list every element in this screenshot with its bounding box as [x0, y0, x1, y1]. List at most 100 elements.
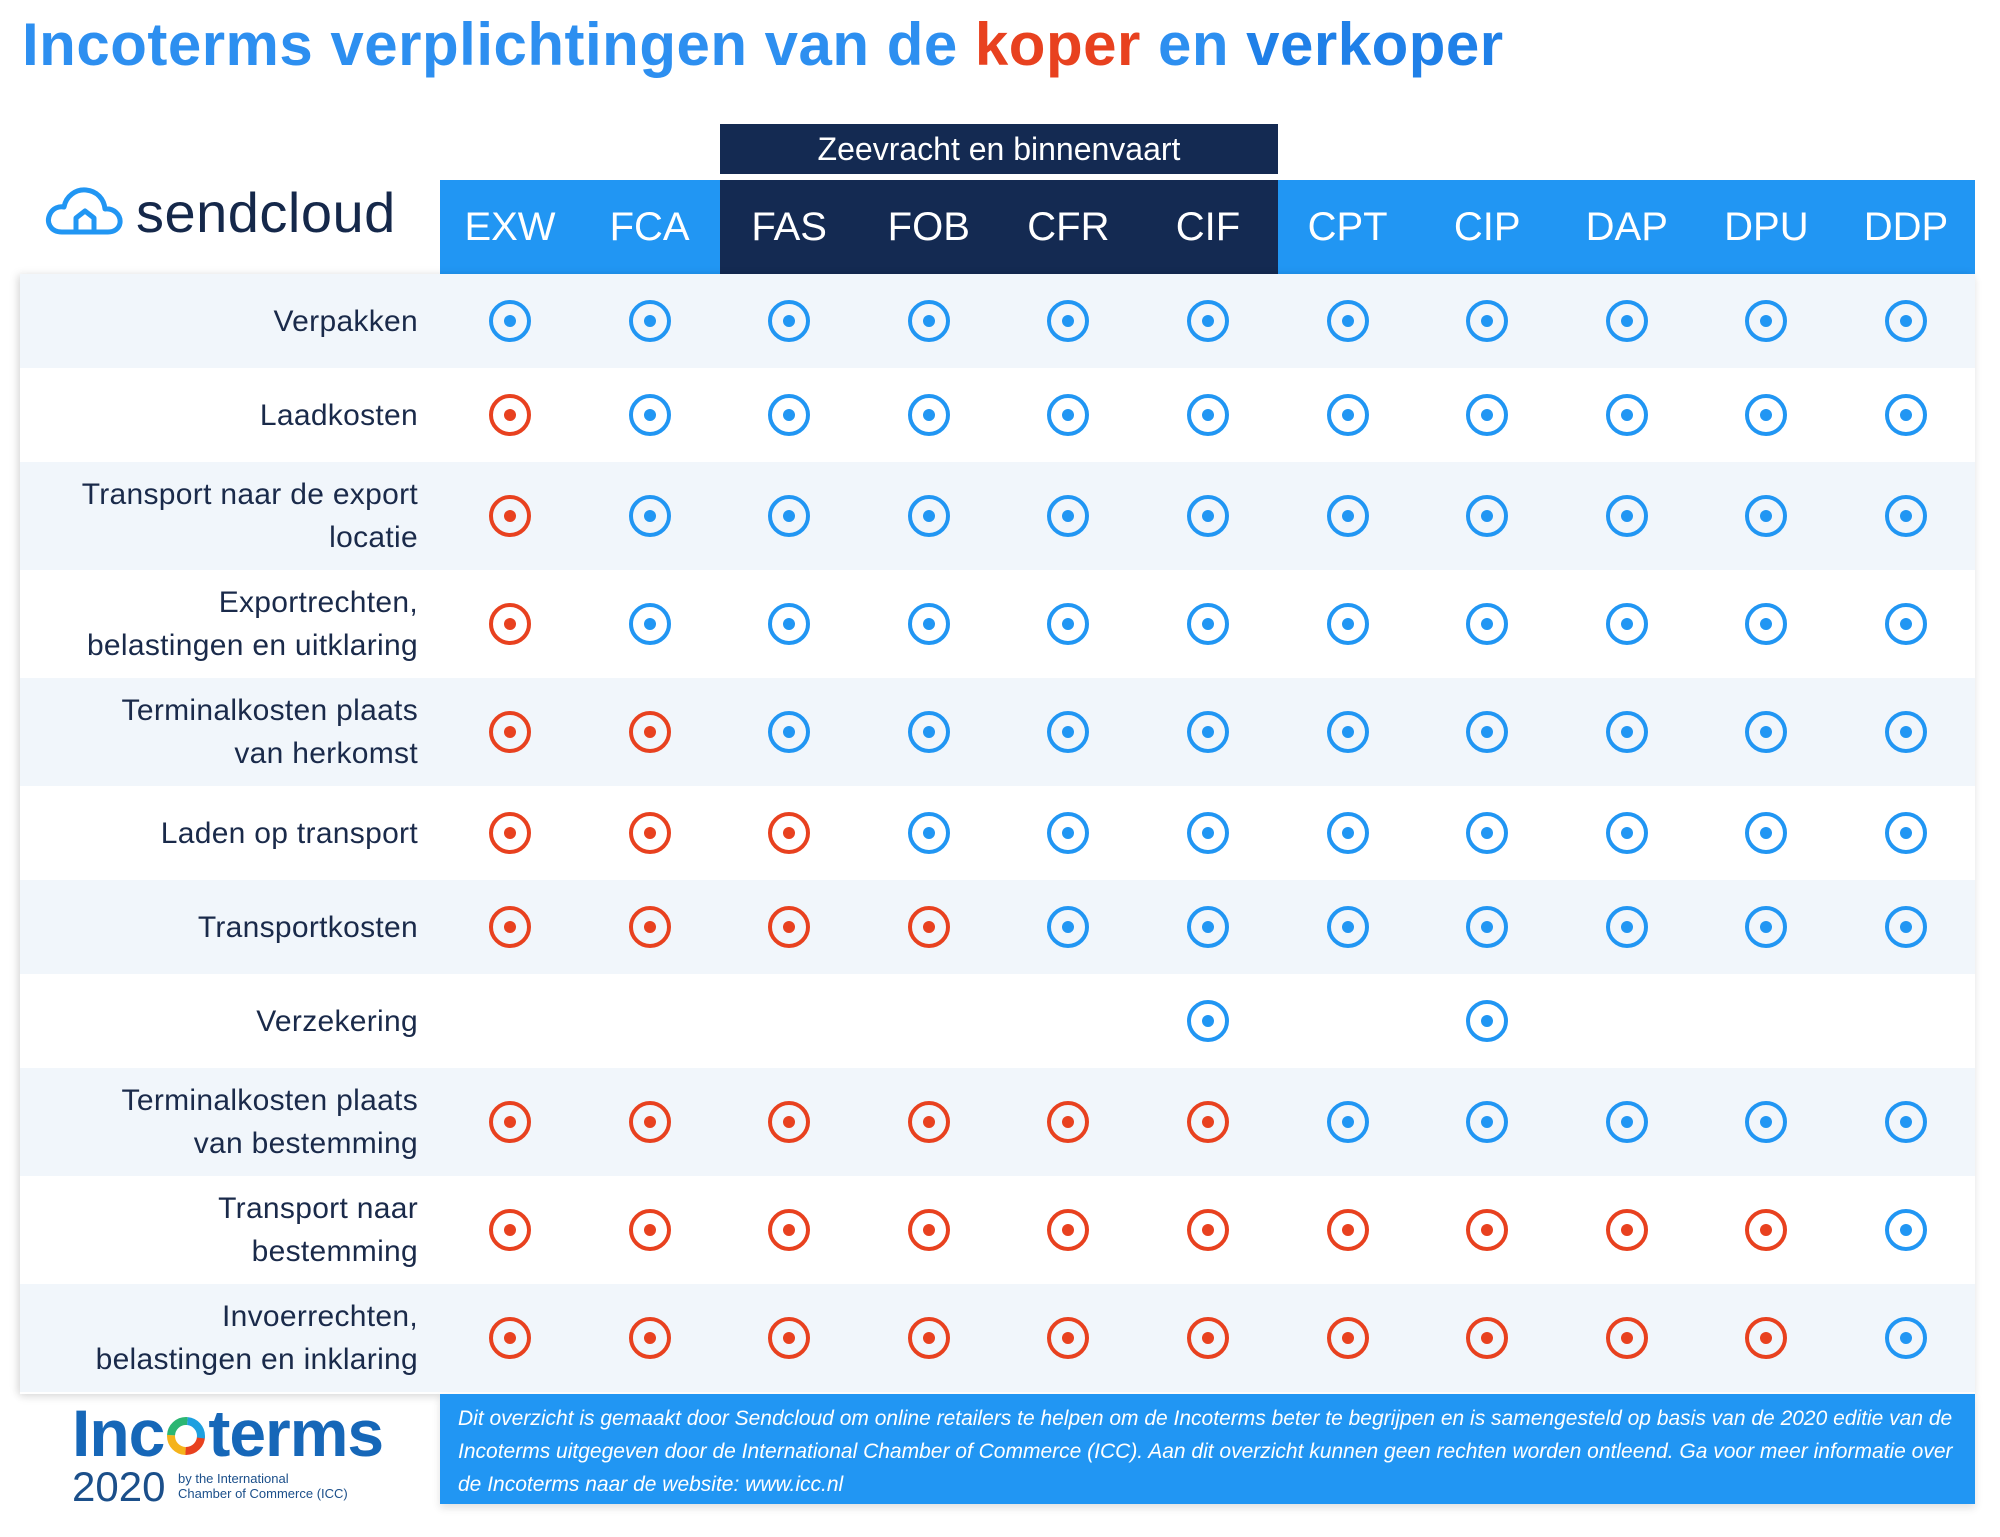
seller-obligation-icon [1466, 812, 1509, 854]
buyer-obligation-icon [1187, 1209, 1229, 1251]
buyer-obligation-icon [628, 1209, 671, 1251]
row-label-line: van herkomst [234, 737, 418, 770]
seller-obligation-icon [1605, 394, 1648, 436]
seller-obligation-icon [907, 812, 950, 854]
header-term-cfr: CFR [1027, 204, 1110, 249]
incoterms-header: EXW FCA FAS FOB CFR CIF CPT CIP DAP DPU DDP [440, 180, 1975, 274]
header-term-exw: EXW [464, 204, 556, 249]
sea-group-label: Zeevracht en binnenvaart [720, 124, 1278, 174]
buyer-obligation-icon [628, 906, 671, 948]
row-label: Transport naar bestemming [20, 1176, 418, 1284]
table-row: Invoerrechten, belastingen en inklaring [20, 1284, 1975, 1392]
seller-obligation-icon [1885, 603, 1927, 645]
seller-obligation-icon [907, 711, 950, 753]
buyer-obligation-icon [1466, 1209, 1509, 1251]
seller-obligation-icon [1605, 300, 1648, 342]
incoterms-wordmark-prefix: Inc [72, 1396, 165, 1470]
incoterms-sub-line2: Chamber of Commerce (ICC) [178, 1486, 348, 1501]
seller-obligation-icon [1745, 711, 1788, 753]
table-row: Laadkosten [20, 368, 1975, 462]
buyer-obligation-icon [907, 1317, 950, 1359]
buyer-obligation-icon [489, 906, 531, 948]
seller-obligation-icon [768, 300, 811, 342]
seller-obligation-icon [1047, 603, 1090, 645]
header-term-dap: DAP [1585, 204, 1668, 249]
incoterms-subtitle: by the International Chamber of Commerce… [178, 1471, 418, 1501]
sea-group-background [720, 180, 1278, 274]
buyer-obligation-icon [489, 1209, 531, 1251]
row-label-line: van bestemming [193, 1127, 418, 1160]
cloud-icon [46, 187, 123, 235]
buyer-obligation-icon [628, 1317, 671, 1359]
row-label: Verzekering [256, 1004, 418, 1038]
seller-obligation-icon [1605, 906, 1648, 948]
seller-obligation-icon [1187, 394, 1229, 436]
obligations-table: Verpakken Laadkosten Transport naar de exp… [20, 274, 1975, 1394]
seller-obligation-icon [907, 394, 950, 436]
seller-obligation-icon [1326, 495, 1369, 537]
row-label: Transport naar de export locatie [20, 462, 418, 570]
seller-obligation-icon [1605, 603, 1648, 645]
header-term-ddp: DDP [1863, 204, 1949, 249]
buyer-obligation-icon [628, 812, 671, 854]
buyer-obligation-icon [768, 906, 811, 948]
buyer-obligation-icon [489, 394, 531, 436]
seller-obligation-icon [1885, 394, 1927, 436]
seller-obligation-icon [907, 300, 950, 342]
seller-obligation-icon [1326, 711, 1369, 753]
seller-obligation-icon [1885, 812, 1927, 854]
seller-obligation-icon [1047, 394, 1090, 436]
row-label-line: locatie [329, 521, 418, 554]
seller-obligation-icon [1187, 812, 1229, 854]
table-row: Exportrechten, belastingen en uitklaring [20, 570, 1975, 678]
header-term-cpt: CPT [1307, 204, 1388, 249]
row-label: Exportrechten, belastingen en uitklaring [20, 570, 418, 678]
seller-obligation-icon [1326, 394, 1369, 436]
seller-obligation-icon [1466, 711, 1509, 753]
row-label: Laadkosten [259, 398, 418, 432]
table-row: Transportkosten [20, 880, 1975, 974]
buyer-obligation-icon [768, 812, 811, 854]
seller-obligation-icon [1745, 495, 1788, 537]
table-row: Verpakken [20, 274, 1975, 368]
row-label-line: Exportrechten, [218, 586, 418, 619]
incoterms-wordmark-suffix: terms [208, 1396, 384, 1470]
buyer-obligation-icon [1745, 1209, 1788, 1251]
incoterms-year: 2020 [72, 1463, 166, 1510]
table-row: Laden op transport [20, 786, 1975, 880]
buyer-obligation-icon [1047, 1101, 1090, 1143]
buyer-obligation-icon [489, 603, 531, 645]
header-term-fob: FOB [887, 204, 970, 249]
seller-obligation-icon [1326, 1101, 1369, 1143]
title-part1: Incoterms verplichtingen van de [22, 11, 975, 78]
table-row: Transport naar de export locatie [20, 462, 1975, 570]
title-koper: koper [974, 11, 1141, 78]
title-verkoper: verkoper [1246, 11, 1504, 78]
table-row: Transport naar bestemming [20, 1176, 1975, 1284]
row-label-line: Terminalkosten plaats [121, 694, 418, 727]
seller-obligation-icon [1745, 300, 1788, 342]
header-term-dpu: DPU [1724, 204, 1809, 249]
seller-obligation-icon [628, 394, 671, 436]
disclaimer-text: Dit overzicht is gemaakt door Sendcloud … [440, 1394, 1975, 1504]
seller-obligation-icon [907, 495, 950, 537]
buyer-obligation-icon [768, 1317, 811, 1359]
row-label-line: Transport naar de export [81, 478, 418, 511]
buyer-obligation-icon [768, 1101, 811, 1143]
seller-obligation-icon [628, 603, 671, 645]
header-term-fca: FCA [609, 204, 690, 249]
buyer-obligation-icon [489, 711, 531, 753]
seller-obligation-icon [1187, 1000, 1229, 1042]
seller-obligation-icon [1047, 906, 1090, 948]
incoterms-sub-line1: by the International [178, 1471, 289, 1486]
seller-obligation-icon [1466, 603, 1509, 645]
seller-obligation-icon [1605, 495, 1648, 537]
buyer-obligation-icon [1187, 1317, 1229, 1359]
seller-obligation-icon [1745, 394, 1788, 436]
buyer-obligation-icon [907, 906, 950, 948]
seller-obligation-icon [1745, 603, 1788, 645]
buyer-obligation-icon [1466, 1317, 1509, 1359]
buyer-obligation-icon [907, 1101, 950, 1143]
incoterms-wordmark: Inc terms [72, 1395, 384, 1471]
seller-obligation-icon [1885, 1209, 1927, 1251]
